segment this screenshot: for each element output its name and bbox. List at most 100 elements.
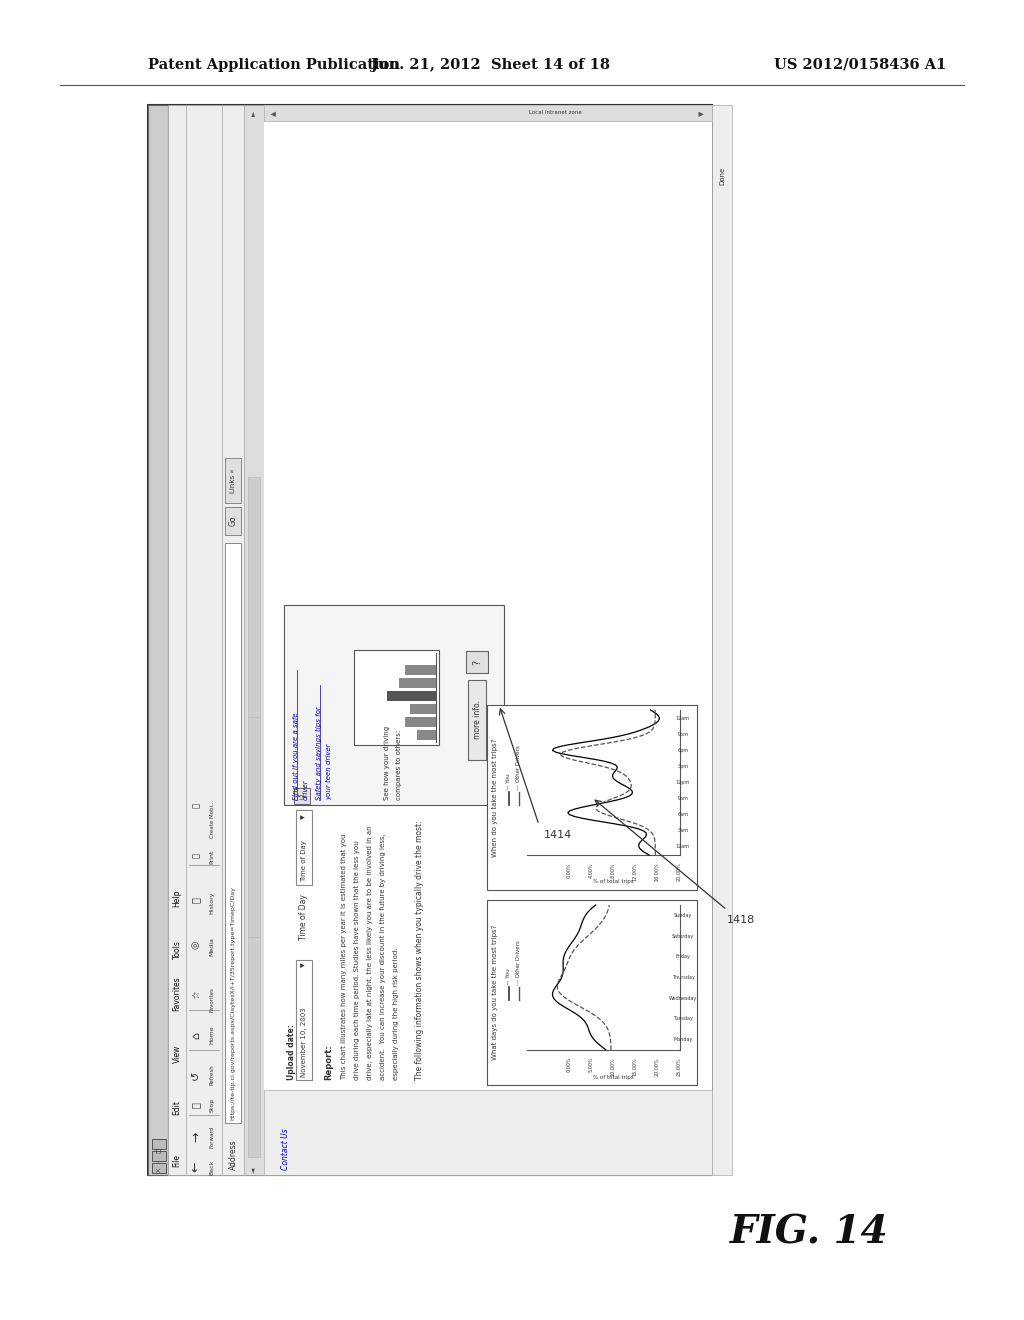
- Text: compares to others:: compares to others:: [395, 730, 401, 800]
- Text: ◎: ◎: [191, 941, 201, 949]
- Text: — You: — You: [507, 969, 512, 985]
- Text: 1414: 1414: [544, 830, 572, 840]
- Text: 16.00%: 16.00%: [654, 862, 659, 880]
- Polygon shape: [404, 717, 436, 727]
- Text: History: History: [210, 892, 214, 915]
- Text: Create Mobi...: Create Mobi...: [210, 800, 214, 838]
- Text: Jun. 21, 2012  Sheet 14 of 18: Jun. 21, 2012 Sheet 14 of 18: [371, 58, 609, 73]
- Text: 8.00%: 8.00%: [610, 862, 615, 878]
- Text: When do you take the most trips?: When do you take the most trips?: [492, 738, 498, 857]
- Text: 25.00%: 25.00%: [677, 1057, 682, 1076]
- Polygon shape: [296, 810, 312, 884]
- Text: X: X: [157, 1168, 162, 1172]
- Text: ?: ?: [472, 660, 482, 664]
- Text: Help: Help: [172, 890, 181, 907]
- Text: File: File: [172, 1154, 181, 1167]
- Text: 12am: 12am: [676, 715, 690, 721]
- Polygon shape: [248, 477, 260, 717]
- Text: Stop: Stop: [210, 1098, 214, 1113]
- Polygon shape: [296, 960, 312, 1080]
- Polygon shape: [398, 678, 436, 688]
- Text: Contact Us: Contact Us: [282, 1129, 291, 1170]
- Text: 3pm: 3pm: [678, 764, 688, 768]
- Text: Favorites: Favorites: [172, 977, 181, 1011]
- Text: Upload date:: Upload date:: [288, 1024, 297, 1080]
- Text: 0.00%: 0.00%: [566, 862, 571, 878]
- Polygon shape: [225, 458, 241, 503]
- Text: 9am: 9am: [678, 796, 688, 801]
- Polygon shape: [148, 106, 712, 1175]
- Text: your teen driver: your teen driver: [326, 743, 332, 800]
- Text: Refresh: Refresh: [210, 1065, 214, 1085]
- Polygon shape: [404, 665, 436, 675]
- Polygon shape: [152, 1151, 166, 1162]
- Text: --- Other Drivers: --- Other Drivers: [516, 746, 521, 789]
- Polygon shape: [225, 543, 241, 1123]
- Polygon shape: [248, 937, 260, 1158]
- Text: Thursday: Thursday: [672, 975, 694, 979]
- Text: ↺: ↺: [191, 1071, 201, 1080]
- Text: ▼: ▼: [301, 814, 306, 820]
- Text: Safety and savings tips for: Safety and savings tips for: [316, 706, 323, 800]
- Polygon shape: [354, 649, 439, 744]
- Polygon shape: [248, 717, 260, 937]
- Polygon shape: [148, 106, 168, 1175]
- Text: ←: ←: [189, 1162, 203, 1172]
- Text: https://te-tip.ci.gov/reports.aspx/ClaytesX/l+T/35report.type=TimepC/Day: https://te-tip.ci.gov/reports.aspx/Clayt…: [230, 886, 236, 1119]
- Text: Saturday: Saturday: [672, 933, 694, 939]
- Text: November 10, 2003: November 10, 2003: [301, 1007, 307, 1077]
- Polygon shape: [244, 106, 264, 1175]
- Polygon shape: [466, 651, 488, 673]
- Text: ▼: ▼: [699, 111, 705, 116]
- Text: ⏰: ⏰: [191, 898, 201, 903]
- Text: 12.00%: 12.00%: [633, 862, 638, 880]
- Text: % of total trips: % of total trips: [593, 1074, 633, 1080]
- Polygon shape: [186, 106, 222, 1175]
- Text: 3am: 3am: [678, 829, 688, 833]
- Text: ↺: ↺: [298, 792, 306, 800]
- Text: Back: Back: [210, 1159, 214, 1175]
- Text: View: View: [172, 1044, 181, 1063]
- Text: 12pm: 12pm: [676, 780, 690, 785]
- Text: 0.00%: 0.00%: [566, 1057, 571, 1072]
- Text: ⏹: ⏹: [191, 1102, 201, 1107]
- Text: US 2012/0158436 A1: US 2012/0158436 A1: [774, 58, 946, 73]
- Text: Address: Address: [228, 1139, 238, 1170]
- Text: Forward: Forward: [210, 1126, 214, 1148]
- Text: Report:: Report:: [325, 1044, 334, 1080]
- Text: 10.00%: 10.00%: [610, 1057, 615, 1076]
- Text: Edit: Edit: [172, 1100, 181, 1115]
- Text: Go: Go: [228, 516, 238, 527]
- Text: 4.00%: 4.00%: [589, 862, 594, 878]
- Text: 1418: 1418: [727, 915, 756, 925]
- Text: Local intranet zone: Local intranet zone: [528, 111, 582, 116]
- Text: 5.00%: 5.00%: [589, 1057, 594, 1072]
- Text: Links »: Links »: [230, 469, 236, 494]
- Text: This chart illustrates how many miles per year it is estimated that you: This chart illustrates how many miles pe…: [341, 833, 347, 1080]
- Text: 15.00%: 15.00%: [633, 1057, 638, 1076]
- Text: See how your driving: See how your driving: [384, 726, 389, 800]
- Text: Wednesday: Wednesday: [669, 995, 697, 1001]
- Text: accident.  You can increase your discount in the future by driving less,: accident. You can increase your discount…: [380, 833, 386, 1080]
- Text: What days do you take the most trips?: What days do you take the most trips?: [492, 925, 498, 1060]
- Text: FIG. 14: FIG. 14: [730, 1213, 889, 1251]
- Polygon shape: [468, 680, 486, 760]
- Polygon shape: [284, 605, 504, 805]
- Text: % of total trips: % of total trips: [593, 879, 633, 884]
- Text: --- Other Drivers: --- Other Drivers: [516, 940, 521, 985]
- Text: driver: driver: [303, 779, 309, 800]
- Text: ◄: ◄: [251, 1167, 257, 1172]
- Text: 🖨: 🖨: [191, 853, 201, 858]
- Text: Favorites: Favorites: [210, 987, 214, 1012]
- Text: Find out if you are a safe: Find out if you are a safe: [293, 713, 299, 800]
- Text: ☆: ☆: [191, 990, 201, 999]
- Text: □: □: [157, 1147, 162, 1152]
- Text: Sunday: Sunday: [674, 913, 692, 917]
- Polygon shape: [264, 106, 712, 121]
- Text: Friday: Friday: [676, 954, 690, 960]
- Text: more info.: more info.: [472, 701, 481, 739]
- Text: 📄: 📄: [191, 803, 201, 808]
- Text: 6am: 6am: [678, 812, 688, 817]
- Text: Home: Home: [210, 1026, 214, 1044]
- Text: drive during each time period. Studies have shown that the less you: drive during each time period. Studies h…: [354, 841, 360, 1080]
